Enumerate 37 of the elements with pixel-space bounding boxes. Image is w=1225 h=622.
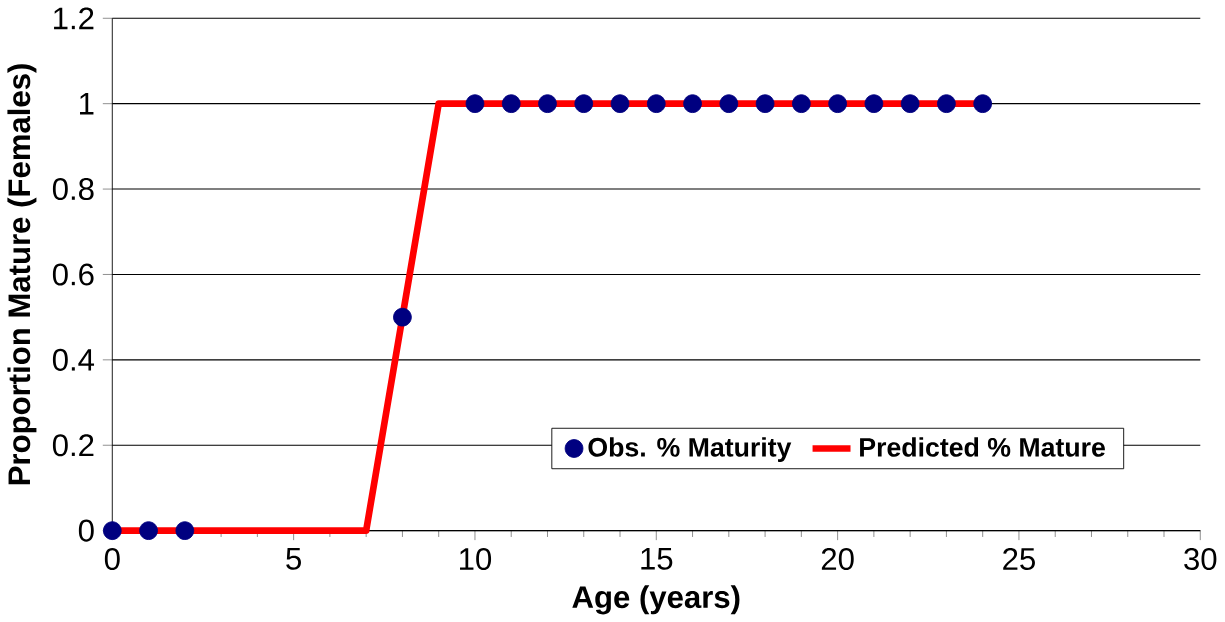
point	[900, 94, 920, 114]
point	[574, 94, 594, 114]
y-tick-label: 1.2	[54, 7, 94, 30]
point	[175, 521, 195, 541]
point	[864, 94, 884, 114]
point	[646, 94, 666, 114]
point	[719, 94, 739, 114]
y-tick-label: 0.4	[52, 348, 95, 371]
y-tick-label: 0	[78, 519, 94, 542]
y-tick-label: 0.6	[52, 263, 94, 286]
point	[501, 94, 521, 114]
point	[538, 94, 557, 114]
point	[610, 94, 630, 114]
x-tick-label: 30	[1184, 548, 1217, 571]
x-tick-label: 25	[1003, 548, 1035, 571]
point	[755, 94, 775, 114]
legend-label: Obs. % Maturity	[588, 437, 792, 463]
point	[393, 307, 412, 327]
x-tick-label: 10	[460, 548, 492, 571]
point	[102, 521, 122, 541]
point	[973, 94, 993, 114]
y-tick-label: 0.8	[52, 178, 94, 201]
y-tick-label: 0.2	[52, 434, 94, 457]
point	[683, 94, 702, 114]
x-tick-label: 15	[641, 548, 673, 570]
legend-label: Predicted % Mature	[860, 437, 1105, 457]
point	[792, 94, 811, 114]
y-tick-label: 1	[80, 93, 94, 115]
point	[465, 94, 485, 114]
point	[828, 94, 847, 114]
y-axis-title: Proportion Mature (Females)	[7, 64, 37, 485]
point	[139, 521, 158, 541]
x-axis-title: Age (years)	[572, 585, 740, 615]
x-tick-label: 5	[286, 548, 301, 570]
x-tick-label: 0	[104, 548, 120, 571]
x-tick-label: 20	[821, 548, 854, 571]
point	[937, 94, 956, 114]
